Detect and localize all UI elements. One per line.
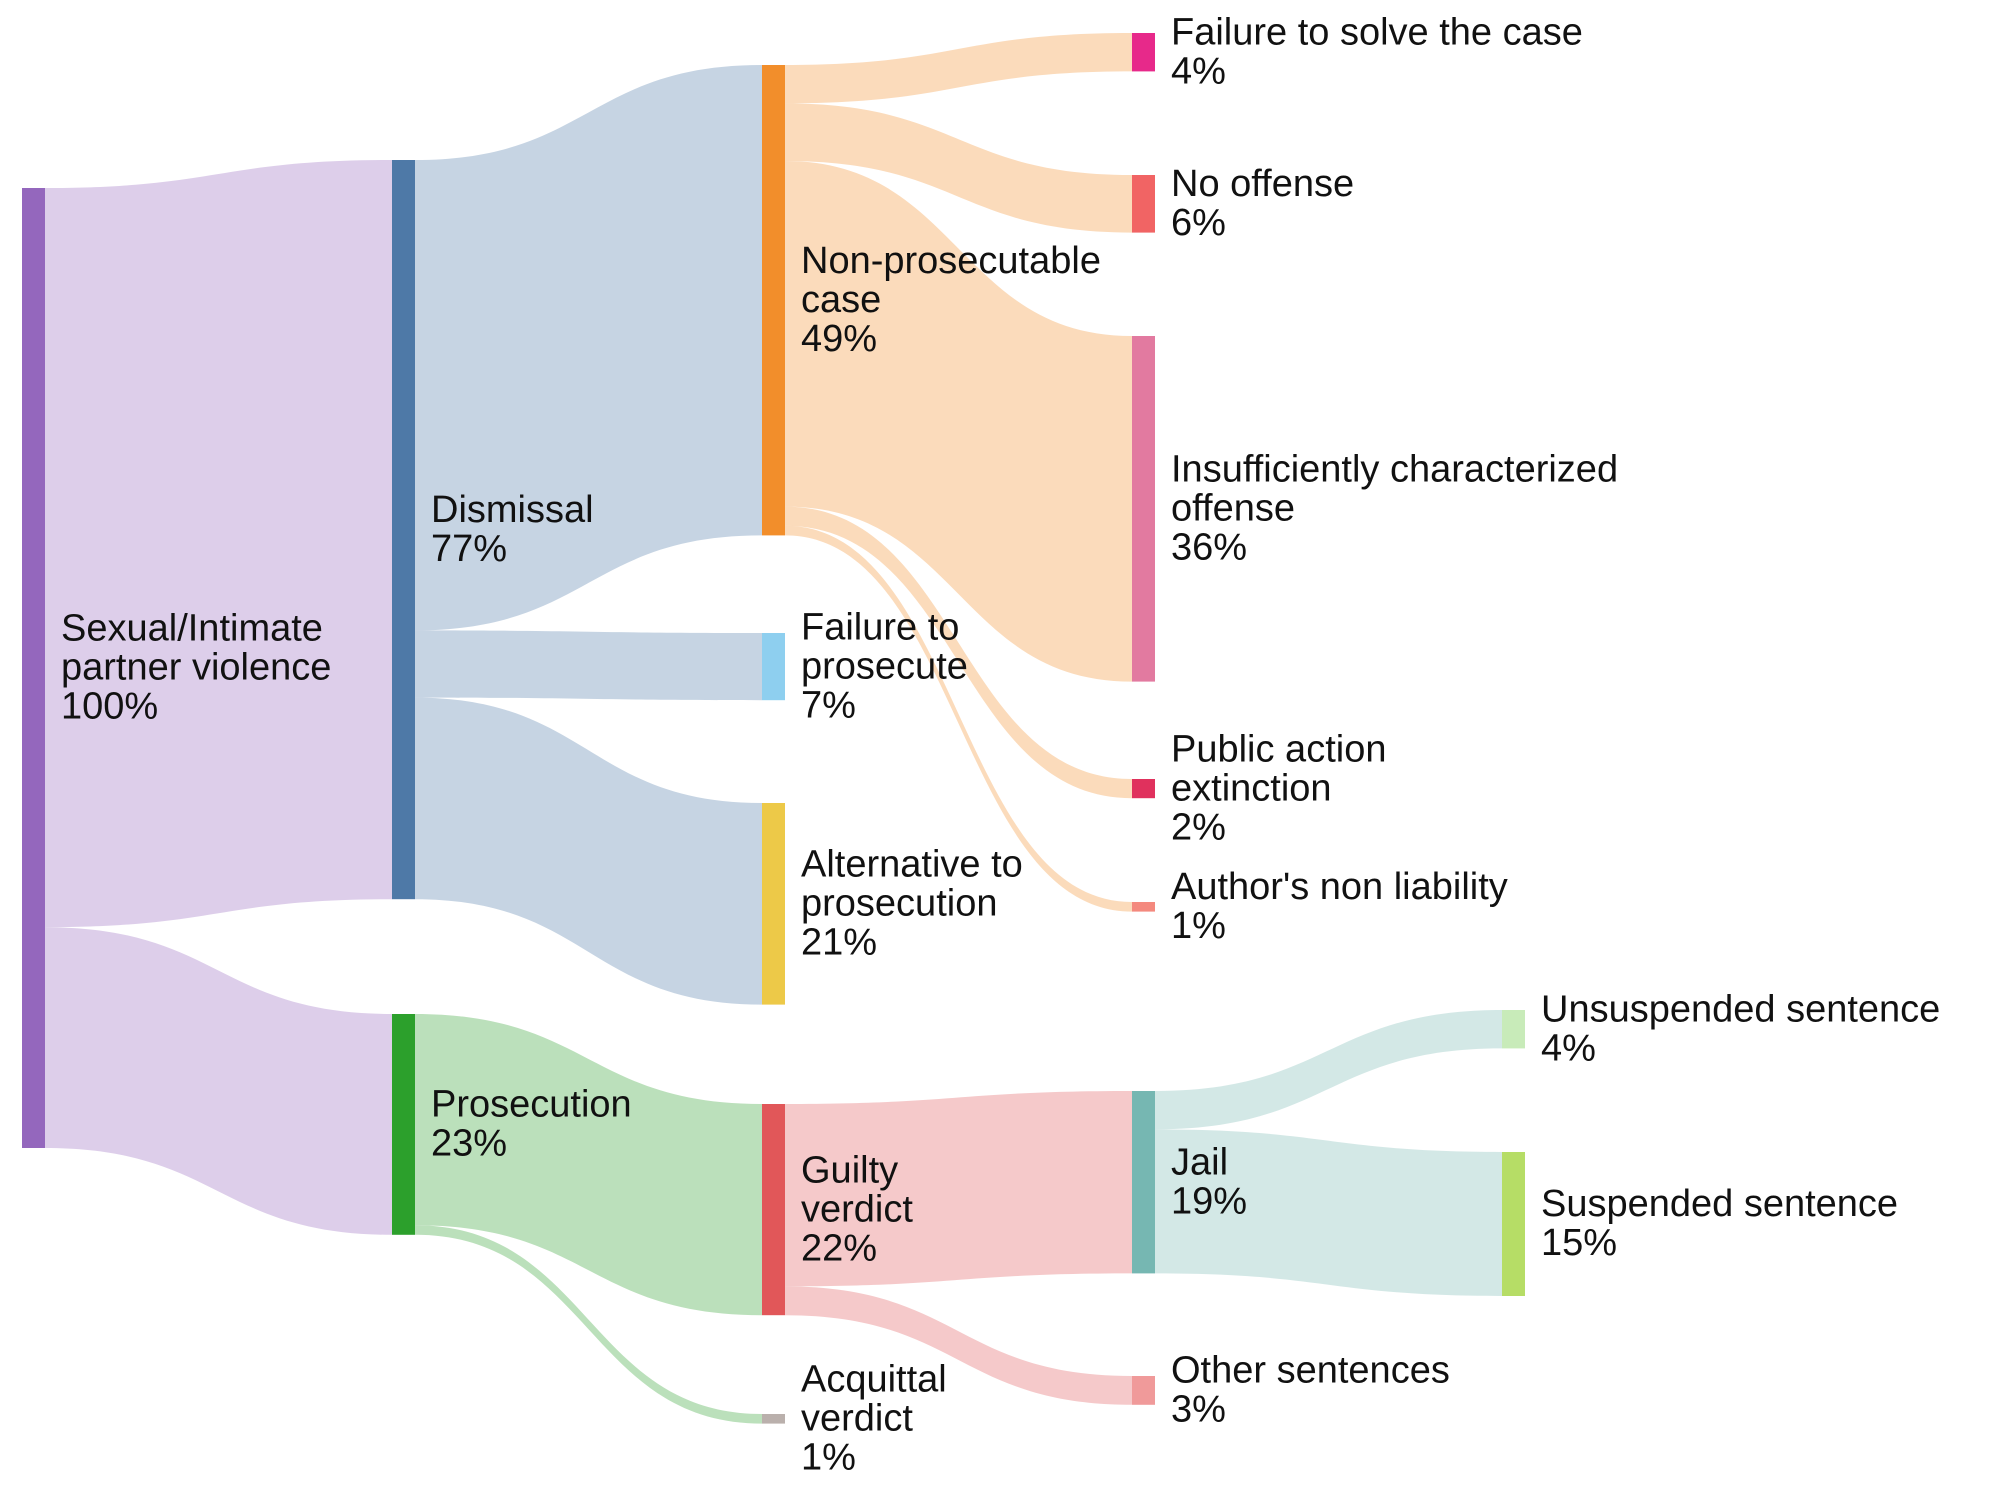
node-value-label: 2%	[1171, 806, 1226, 848]
node-value-label: 22%	[801, 1227, 877, 1269]
link-prosecution-acquittal	[415, 1225, 762, 1424]
node-guilty	[762, 1104, 785, 1316]
node-label-line: prosecution	[801, 883, 997, 925]
link-nonpros-nooffense	[785, 103, 1132, 233]
node-value-label: 100%	[61, 686, 158, 728]
node-label-line: case	[801, 279, 881, 321]
node-label-line: Alternative to	[801, 844, 1023, 886]
node-label-line: verdict	[801, 1188, 913, 1230]
link-dismissal-nonpros	[415, 65, 762, 631]
node-label-other: Other sentences 3%	[1171, 1350, 1450, 1431]
node-insuff	[1132, 336, 1155, 682]
node-nooffense	[1132, 175, 1155, 233]
node-label-susp: Suspended sentence 15%	[1541, 1183, 1898, 1264]
node-label-line: extinction	[1171, 767, 1332, 809]
node-value-label: 3%	[1171, 1389, 1226, 1431]
node-label-failpros: Failure to prosecute 7%	[801, 606, 968, 726]
link-jail-unsusp	[1155, 1010, 1502, 1130]
link-prosecution-guilty	[415, 1014, 762, 1316]
link-jail-susp	[1155, 1129, 1502, 1296]
link-nonpros-insuff	[785, 161, 1132, 682]
node-label-dismissal: Dismissal 77%	[431, 489, 594, 570]
node-label-failsolve: Failure to solve the case 4%	[1171, 11, 1583, 92]
node-failsolve	[1132, 33, 1155, 72]
node-label-line: Insufficiently characterized	[1171, 449, 1618, 491]
node-value-label: 6%	[1171, 202, 1226, 244]
node-author	[1132, 902, 1155, 912]
node-pubaction	[1132, 779, 1155, 799]
node-label-alt: Alternative to prosecution 21%	[801, 844, 1023, 964]
node-label-jail: Jail 19%	[1171, 1141, 1247, 1222]
labels-layer: Sexual/Intimate partner violence 100% Dismi…	[61, 11, 1940, 1478]
nodes-layer	[22, 33, 1525, 1424]
node-value-label: 19%	[1171, 1180, 1247, 1222]
node-label-author: Author's non liability 1%	[1171, 866, 1508, 947]
node-label-line: No offense	[1171, 163, 1354, 205]
node-label-insuff: Insufficiently characterized offense 36%	[1171, 449, 1618, 569]
node-label-line: offense	[1171, 488, 1295, 530]
node-label-line: Jail	[1171, 1141, 1228, 1183]
node-prosecution	[392, 1014, 415, 1235]
node-failpros	[762, 633, 785, 701]
node-nonpros	[762, 65, 785, 536]
node-label-nonpros: Non-prosecutable case 49%	[801, 240, 1101, 360]
node-label-line: Public action	[1171, 728, 1386, 770]
node-label-line: Suspended sentence	[1541, 1183, 1898, 1225]
node-label-line: partner violence	[61, 647, 331, 689]
node-jail	[1132, 1091, 1155, 1274]
node-label-root: Sexual/Intimate partner violence 100%	[61, 608, 331, 728]
node-value-label: 21%	[801, 922, 877, 964]
node-label-line: verdict	[801, 1398, 913, 1440]
link-nonpros-pubaction	[785, 506, 1132, 799]
node-label-line: Failure to	[801, 606, 959, 648]
node-label-line: Unsuspended sentence	[1541, 988, 1940, 1030]
node-value-label: 7%	[801, 684, 856, 726]
node-label-line: Non-prosecutable	[801, 240, 1101, 282]
node-root	[22, 188, 45, 1148]
node-label-line: Failure to solve the case	[1171, 11, 1583, 53]
link-root-dismissal	[45, 160, 392, 928]
node-label-acquittal: Acquittal verdict 1%	[801, 1359, 947, 1479]
link-dismissal-failpros	[415, 630, 762, 701]
node-label-line: Sexual/Intimate	[61, 608, 323, 650]
links-layer	[45, 33, 1502, 1424]
link-nonpros-failsolve	[785, 33, 1132, 104]
node-susp	[1502, 1152, 1525, 1296]
node-label-line: prosecute	[801, 645, 968, 687]
node-label-line: Prosecution	[431, 1084, 632, 1126]
node-label-line: Author's non liability	[1171, 866, 1508, 908]
node-label-nooffense: No offense 6%	[1171, 163, 1354, 244]
node-value-label: 4%	[1541, 1027, 1596, 1069]
node-value-label: 23%	[431, 1123, 507, 1165]
node-acquittal	[762, 1414, 785, 1424]
node-value-label: 49%	[801, 318, 877, 360]
node-alt	[762, 803, 785, 1005]
node-label-line: Dismissal	[431, 489, 594, 531]
node-label-guilty: Guilty verdict 22%	[801, 1149, 913, 1269]
link-guilty-jail	[785, 1091, 1132, 1287]
node-value-label: 77%	[431, 528, 507, 570]
link-guilty-other	[785, 1286, 1132, 1405]
link-dismissal-alt	[415, 697, 762, 1005]
link-root-prosecution	[45, 927, 392, 1235]
node-label-line: Acquittal	[801, 1359, 947, 1401]
node-label-prosecution: Prosecution 23%	[431, 1084, 632, 1165]
node-value-label: 4%	[1171, 50, 1226, 92]
node-unsusp	[1502, 1010, 1525, 1049]
node-label-pubaction: Public action extinction 2%	[1171, 728, 1386, 848]
node-label-line: Guilty	[801, 1149, 898, 1191]
node-value-label: 1%	[801, 1437, 856, 1479]
node-dismissal	[392, 160, 415, 900]
node-label-line: Other sentences	[1171, 1350, 1450, 1392]
node-value-label: 15%	[1541, 1222, 1617, 1264]
link-nonpros-author	[785, 525, 1132, 912]
node-other	[1132, 1376, 1155, 1405]
node-label-unsusp: Unsuspended sentence 4%	[1541, 988, 1940, 1069]
node-value-label: 36%	[1171, 527, 1247, 569]
node-value-label: 1%	[1171, 905, 1226, 947]
